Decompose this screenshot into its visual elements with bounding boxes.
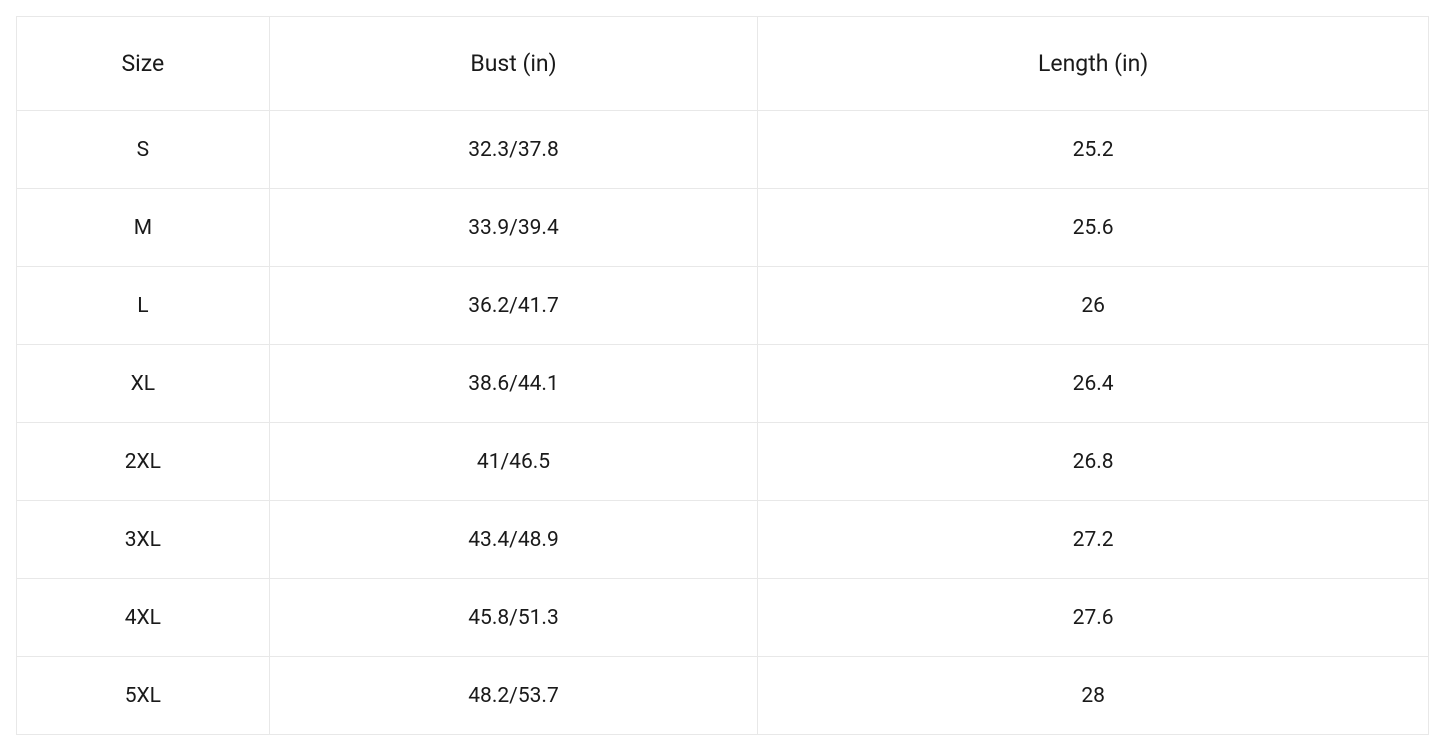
cell-size: 4XL bbox=[17, 579, 270, 657]
cell-size: M bbox=[17, 189, 270, 267]
cell-length: 28 bbox=[758, 657, 1429, 735]
cell-length: 27.2 bbox=[758, 501, 1429, 579]
cell-bust: 33.9/39.4 bbox=[269, 189, 758, 267]
table-row: 4XL 45.8/51.3 27.6 bbox=[17, 579, 1429, 657]
column-header-size: Size bbox=[17, 17, 270, 111]
cell-size: 2XL bbox=[17, 423, 270, 501]
cell-bust: 32.3/37.8 bbox=[269, 111, 758, 189]
cell-length: 27.6 bbox=[758, 579, 1429, 657]
cell-size: S bbox=[17, 111, 270, 189]
table-row: S 32.3/37.8 25.2 bbox=[17, 111, 1429, 189]
cell-bust: 48.2/53.7 bbox=[269, 657, 758, 735]
table-row: M 33.9/39.4 25.6 bbox=[17, 189, 1429, 267]
size-chart-table: Size Bust (in) Length (in) S 32.3/37.8 2… bbox=[16, 16, 1429, 735]
cell-length: 26.4 bbox=[758, 345, 1429, 423]
cell-bust: 41/46.5 bbox=[269, 423, 758, 501]
table-row: 5XL 48.2/53.7 28 bbox=[17, 657, 1429, 735]
cell-size: 5XL bbox=[17, 657, 270, 735]
table-row: XL 38.6/44.1 26.4 bbox=[17, 345, 1429, 423]
table-row: L 36.2/41.7 26 bbox=[17, 267, 1429, 345]
cell-length: 26 bbox=[758, 267, 1429, 345]
cell-bust: 45.8/51.3 bbox=[269, 579, 758, 657]
column-header-bust: Bust (in) bbox=[269, 17, 758, 111]
cell-bust: 43.4/48.9 bbox=[269, 501, 758, 579]
table-row: 3XL 43.4/48.9 27.2 bbox=[17, 501, 1429, 579]
table-row: 2XL 41/46.5 26.8 bbox=[17, 423, 1429, 501]
column-header-length: Length (in) bbox=[758, 17, 1429, 111]
table-header-row: Size Bust (in) Length (in) bbox=[17, 17, 1429, 111]
cell-size: XL bbox=[17, 345, 270, 423]
cell-size: 3XL bbox=[17, 501, 270, 579]
cell-bust: 36.2/41.7 bbox=[269, 267, 758, 345]
cell-length: 25.6 bbox=[758, 189, 1429, 267]
cell-bust: 38.6/44.1 bbox=[269, 345, 758, 423]
cell-length: 26.8 bbox=[758, 423, 1429, 501]
cell-size: L bbox=[17, 267, 270, 345]
cell-length: 25.2 bbox=[758, 111, 1429, 189]
